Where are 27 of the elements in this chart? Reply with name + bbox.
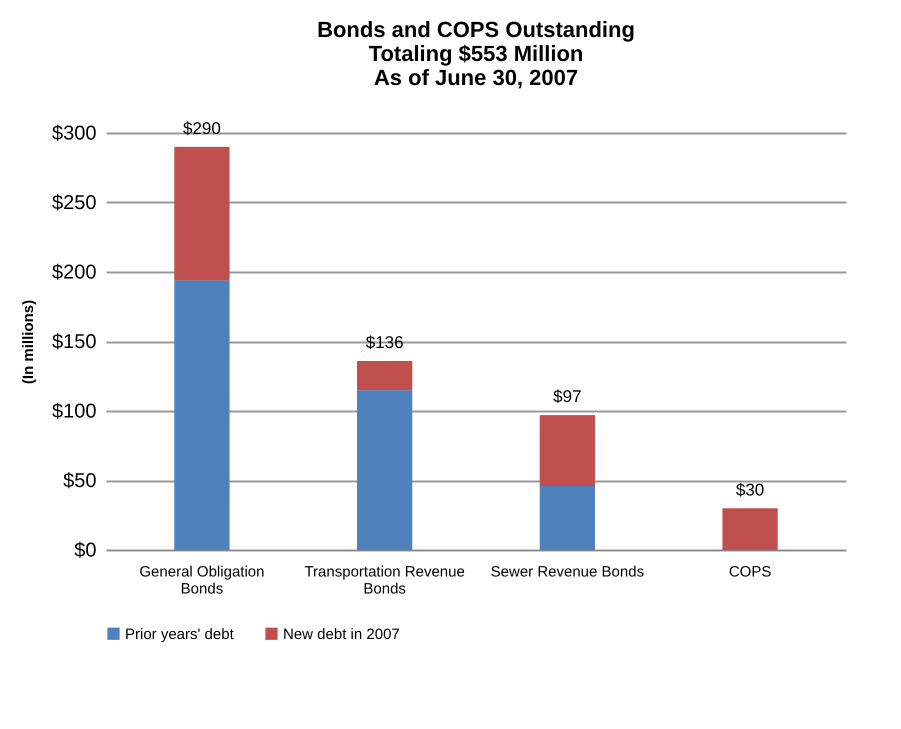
chart-title: Bonds and COPS Outstanding	[317, 16, 635, 42]
y-tick-label: $250	[52, 192, 96, 214]
y-tick-label: $300	[52, 122, 96, 144]
x-tick-label: Transportation Revenue Bonds	[304, 564, 465, 598]
y-tick-label: $0	[74, 540, 96, 562]
chart-subtitle: Totaling $553 Million As of June 30, 2007	[368, 40, 584, 90]
bar	[174, 280, 230, 550]
y-tick-label: $200	[52, 262, 96, 284]
bar	[540, 415, 595, 486]
x-tick-label: COPS	[728, 564, 772, 580]
total-label: $30	[736, 480, 764, 500]
legend-label: Prior years' debt	[125, 626, 235, 643]
y-tick-label: $100	[52, 400, 96, 422]
total-label: $290	[183, 118, 221, 138]
y-axis-title: (In millions)	[20, 300, 38, 384]
y-tick-label: $50	[63, 470, 96, 492]
bar	[357, 390, 412, 550]
bar	[357, 360, 412, 390]
total-label: $97	[553, 387, 582, 406]
total-label: $136	[366, 332, 404, 352]
x-tick-label: Sewer Revenue Bonds	[490, 564, 644, 580]
y-tick-label: $150	[52, 331, 96, 353]
bar	[174, 146, 230, 280]
bar	[722, 508, 778, 550]
bar	[540, 486, 595, 550]
x-tick-label: General Obligation Bonds	[139, 564, 264, 598]
legend-label: New debt in 2007	[283, 626, 400, 643]
